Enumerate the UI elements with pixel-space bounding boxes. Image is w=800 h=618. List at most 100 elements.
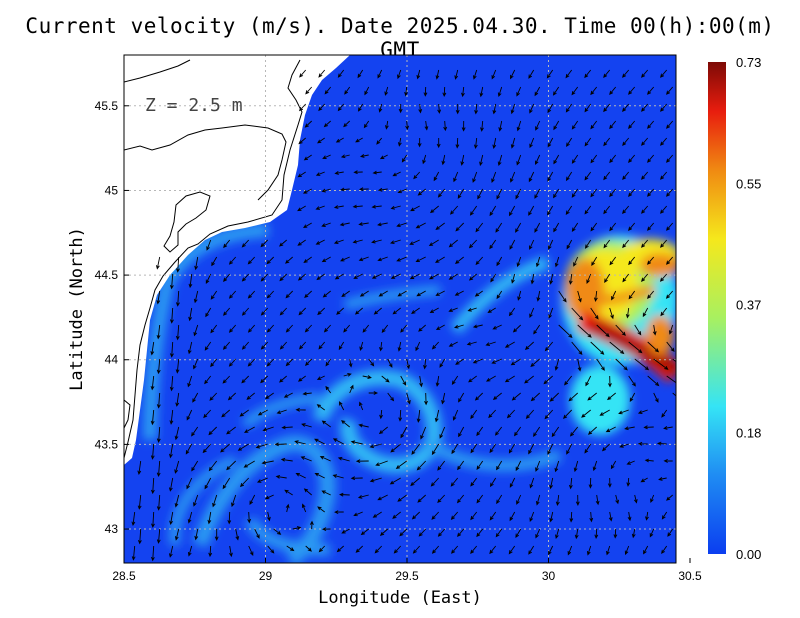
velocity-arrow <box>205 307 212 318</box>
x-tick-label: 28.5 <box>112 569 136 583</box>
velocity-arrows <box>131 69 676 562</box>
velocity-arrow <box>303 256 312 264</box>
velocity-arrow <box>659 273 668 282</box>
velocity-arrow <box>137 528 142 545</box>
velocity-arrow <box>584 69 592 79</box>
velocity-arrow <box>566 239 573 250</box>
velocity-arrow <box>373 307 382 315</box>
velocity-arrow <box>496 460 503 471</box>
velocity-arrow <box>379 341 383 352</box>
velocity-arrow <box>299 341 307 350</box>
velocity-arrow <box>374 545 383 554</box>
velocity-arrow <box>415 256 426 263</box>
velocity-arrow <box>611 290 617 301</box>
velocity-arrow <box>666 188 674 197</box>
velocity-arrow <box>529 137 535 149</box>
velocity-arrow <box>529 103 535 114</box>
velocity-arrow <box>529 307 535 319</box>
velocity-arrow <box>441 154 446 166</box>
western-coastline <box>124 59 303 459</box>
velocity-arrow <box>303 222 312 229</box>
velocity-arrow <box>458 426 465 438</box>
velocity-arrow <box>565 69 573 79</box>
velocity-arrow <box>592 460 598 472</box>
velocity-arrow <box>571 154 579 164</box>
velocity-arrow <box>470 443 478 454</box>
x-tick-label: 29 <box>259 569 273 583</box>
velocity-arrow <box>315 239 325 245</box>
velocity-arrow <box>565 171 573 182</box>
velocity-arrow <box>174 494 180 508</box>
velocity-arrow <box>261 460 274 465</box>
velocity-arrow <box>192 392 199 403</box>
velocity-arrow <box>353 273 363 279</box>
velocity-arrow <box>622 103 630 113</box>
velocity-arrow <box>305 545 312 552</box>
velocity-arrow <box>375 460 388 467</box>
velocity-arrow <box>343 120 351 128</box>
velocity-arrow <box>384 86 389 96</box>
velocity-arrow <box>247 290 256 299</box>
velocity-arrow <box>376 137 383 145</box>
velocity-arrow <box>603 69 611 79</box>
velocity-arrow <box>404 86 408 97</box>
velocity-arrow <box>223 307 231 316</box>
velocity-arrow <box>249 494 256 506</box>
velocity-arrow <box>628 222 636 232</box>
velocity-arrow <box>297 375 306 382</box>
velocity-arrow <box>321 256 331 263</box>
velocity-arrow <box>284 489 293 496</box>
plot-frame <box>123 54 677 564</box>
velocity-arrow <box>431 341 440 350</box>
velocity-arrow <box>622 205 630 214</box>
velocity-arrow <box>594 528 599 540</box>
x-tick-label: 30.5 <box>678 569 702 583</box>
velocity-arrow <box>660 171 668 180</box>
velocity-arrow <box>392 307 401 315</box>
velocity-arrow <box>622 69 630 78</box>
velocity-arrow <box>435 222 445 231</box>
velocity-arrow <box>516 120 522 132</box>
velocity-arrow <box>358 256 369 262</box>
velocity-arrow <box>397 69 402 80</box>
velocity-arrow <box>613 528 618 539</box>
velocity-arrow <box>378 290 388 297</box>
colorbar-tick-label: 0.00 <box>736 547 761 562</box>
velocity-arrow <box>228 358 237 367</box>
velocity-arrow <box>491 358 502 364</box>
velocity-arrow <box>334 171 344 175</box>
velocity-arrow <box>581 409 591 418</box>
velocity-arrow <box>316 273 325 281</box>
velocity-arrow <box>442 86 447 98</box>
velocity-arrow <box>615 494 620 505</box>
velocity-arrow <box>626 460 635 465</box>
velocity-arrow <box>297 239 306 246</box>
velocity-arrow <box>378 103 383 113</box>
velocity-arrow <box>294 440 306 445</box>
velocity-arrow <box>448 307 458 313</box>
velocity-arrow <box>150 341 155 356</box>
velocity-arrow <box>653 358 669 370</box>
velocity-arrow <box>371 239 382 244</box>
velocity-arrow <box>450 511 459 520</box>
velocity-arrow <box>280 457 293 462</box>
velocity-arrow <box>418 324 427 332</box>
velocity-arrow <box>437 460 446 471</box>
velocity-arrow <box>470 511 478 521</box>
velocity-arrow <box>247 324 256 333</box>
velocity-arrow <box>508 307 516 317</box>
velocity-arrow <box>169 511 174 526</box>
velocity-arrow <box>191 426 199 437</box>
velocity-arrow <box>175 392 180 407</box>
velocity-arrow <box>535 120 541 131</box>
velocity-arrow <box>647 86 655 95</box>
velocity-arrow <box>377 187 388 192</box>
velocity-arrow <box>317 506 325 513</box>
velocity-arrow <box>150 477 155 495</box>
velocity-arrow <box>529 511 535 522</box>
velocity-arrow <box>131 511 136 527</box>
velocity-arrow <box>137 460 142 476</box>
y-tick-label: 45.5 <box>95 99 119 113</box>
y-axis-label: Latitude (North) <box>67 227 87 391</box>
velocity-arrow <box>429 307 439 314</box>
